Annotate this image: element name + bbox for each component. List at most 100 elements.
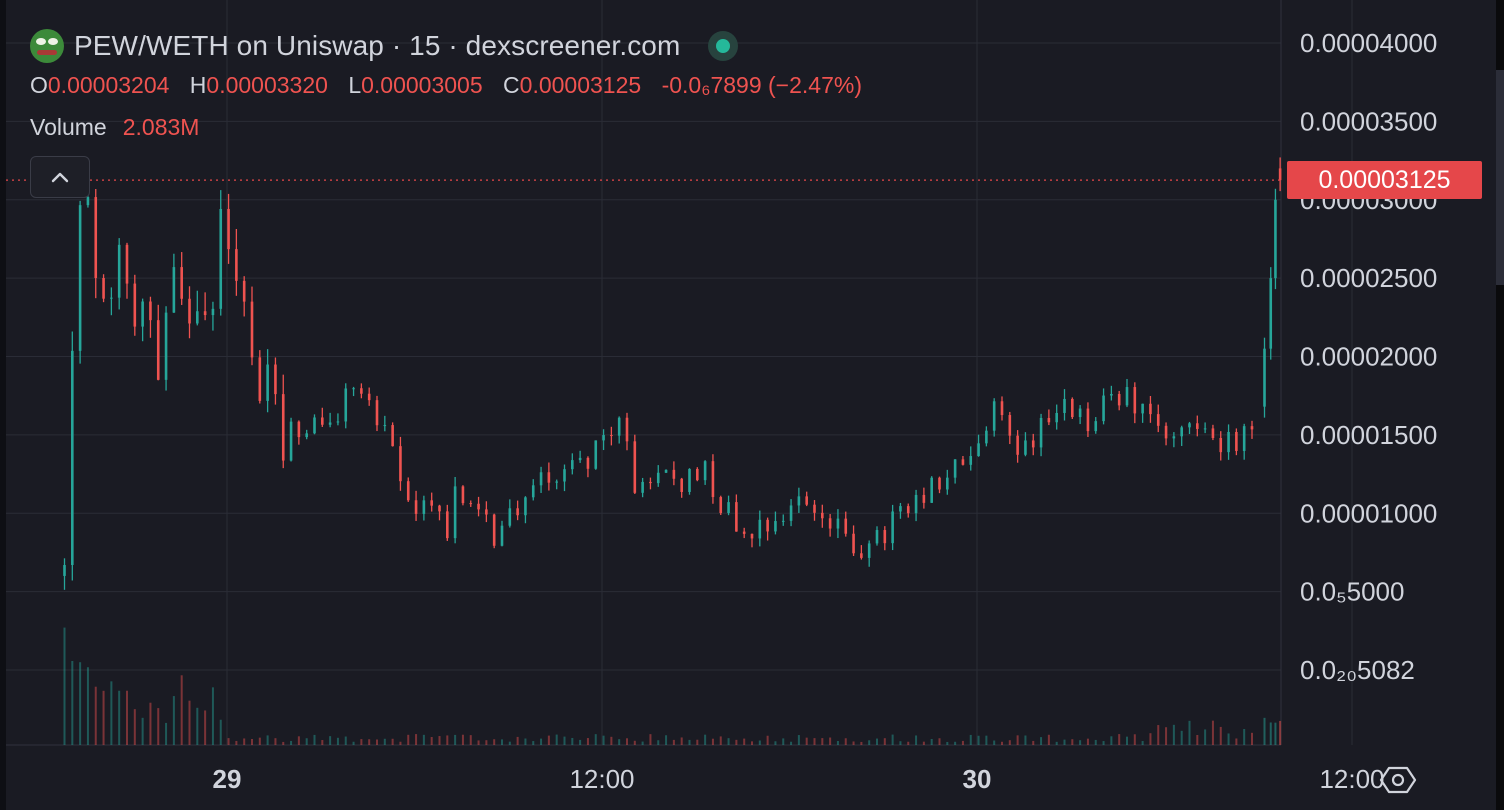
y-axis-tick-label: 0.00004000 [1300, 28, 1437, 58]
candle-body [1086, 408, 1090, 432]
volume-bar [1040, 737, 1043, 745]
candle-body [828, 518, 832, 529]
volume-bar [688, 739, 691, 745]
candle-body [156, 320, 160, 380]
scrollbar-thumb[interactable] [1496, 70, 1504, 285]
candle-body [774, 521, 777, 532]
volume-bar [1126, 736, 1128, 745]
candle-body [703, 461, 707, 481]
volume-bars [63, 627, 1282, 745]
candle-body [133, 283, 137, 327]
candle-body [1203, 428, 1207, 430]
volume-bar [1243, 729, 1246, 745]
volume-bar [907, 741, 910, 745]
volume-bar [422, 734, 425, 745]
candle-body [1078, 408, 1082, 418]
candle-body [1263, 348, 1266, 407]
low-value: 0.00003005 [361, 72, 483, 98]
candle-body [875, 530, 879, 544]
candle-body [992, 401, 996, 431]
candle-body [953, 459, 957, 478]
last-price-tag: 0.00003125 [1287, 161, 1482, 200]
volume-label: Volume [30, 114, 107, 140]
candle-body [360, 388, 363, 394]
volume-bar [626, 738, 628, 745]
volume-legend: Volume 2.083M [30, 114, 199, 141]
price-chart[interactable]: 0.000040000.000035000.000030000.00002500… [6, 0, 1496, 810]
candle-body [1063, 398, 1066, 413]
volume-bar [540, 738, 543, 745]
candle-body [461, 486, 465, 504]
candle-body [766, 519, 769, 532]
volume-bar [352, 741, 355, 745]
candle-body [821, 512, 824, 519]
volume-bar [1047, 734, 1050, 745]
volume-bar [954, 741, 957, 745]
candle-body [1219, 438, 1223, 453]
candle-body [508, 508, 512, 526]
volume-bar [1086, 738, 1089, 745]
volume-bar [1102, 741, 1105, 745]
low-label: L [348, 72, 362, 98]
volume-bar [1079, 740, 1082, 745]
volume-bar [321, 740, 324, 745]
candle-body [711, 461, 715, 498]
volume-bar [110, 681, 113, 745]
volume-bar [868, 740, 871, 745]
candle-body [680, 478, 683, 492]
candle-body [633, 441, 637, 493]
volume-bar [649, 734, 652, 745]
volume-bar [876, 738, 878, 745]
candle-body [188, 298, 191, 324]
candle-body [211, 308, 215, 316]
candle-body [735, 502, 738, 532]
volume-bar [735, 739, 738, 745]
volume-bar [407, 734, 410, 745]
chart-settings-button[interactable] [1378, 760, 1418, 800]
y-axis-tick-label: 0.0₅5000 [1300, 577, 1404, 607]
candle-body [71, 350, 74, 566]
candle-body [125, 244, 129, 284]
volume-bar [485, 740, 488, 745]
volume-bar [1274, 722, 1277, 745]
volume-bar [1024, 735, 1027, 745]
candle-body [961, 459, 965, 465]
y-axis-tick-label: 0.00003500 [1300, 106, 1437, 136]
volume-bar [532, 741, 535, 745]
candle-body [1149, 403, 1152, 415]
volume-bar [586, 738, 589, 745]
candle-body [86, 197, 90, 206]
volume-bar [1001, 741, 1003, 745]
y-axis[interactable]: 0.000040000.000035000.000030000.00002500… [1300, 28, 1437, 685]
collapse-legend-button[interactable] [30, 156, 90, 198]
volume-bar [1110, 736, 1113, 745]
volume-bar [415, 734, 418, 745]
pepe-frog-logo [30, 29, 64, 63]
scrollbar-track[interactable] [1496, 0, 1504, 810]
candle-body [672, 469, 676, 479]
candle-body [235, 249, 238, 281]
candle-body [102, 278, 105, 299]
candle-body [602, 435, 605, 441]
volume-bar [1263, 717, 1266, 745]
volume-bar [852, 741, 855, 745]
volume-bar [227, 738, 230, 745]
candle-body [1242, 426, 1246, 451]
volume-bar [860, 741, 863, 745]
candle-body [180, 267, 183, 299]
candle-body [430, 500, 433, 506]
candle-body [203, 311, 207, 316]
candle-body [946, 477, 949, 490]
volume-bar [594, 734, 597, 745]
volume-bar [930, 738, 933, 745]
candle-body [813, 504, 816, 513]
volume-bar [141, 717, 144, 745]
candle-body [1235, 431, 1238, 451]
chart-panel[interactable]: 0.00004000 0.00003500 0.00003000 0.00002500… [6, 0, 1496, 810]
volume-bar [1094, 739, 1097, 745]
volume-bar [274, 738, 277, 745]
candle-body [555, 481, 558, 483]
candle-body [977, 443, 980, 457]
candle-body [594, 440, 598, 469]
